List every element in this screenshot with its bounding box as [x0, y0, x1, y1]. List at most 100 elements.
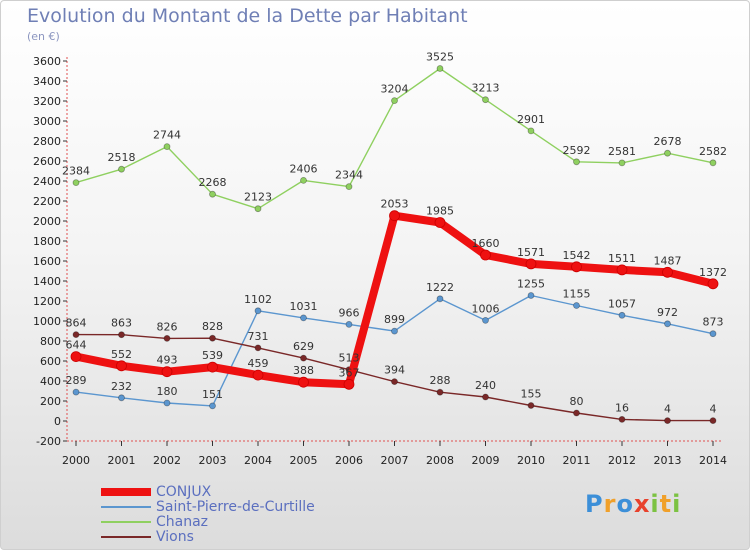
data-point: [72, 331, 80, 339]
x-tick-label: 2006: [335, 454, 363, 467]
data-point: [300, 176, 307, 184]
data-label: 155: [521, 388, 542, 401]
data-label: 16: [615, 401, 629, 414]
y-tick-label: 1400: [33, 275, 61, 288]
chart-subtitle: (en €): [27, 30, 60, 43]
data-label: 1985: [426, 205, 454, 218]
legend-item: Saint-Pierre-de-Curtille: [101, 500, 381, 515]
data-point: [434, 217, 446, 228]
data-label: 629: [293, 340, 314, 353]
y-tick-label: 1600: [33, 255, 61, 268]
data-point: [343, 378, 355, 390]
legend-swatch: [101, 521, 151, 523]
data-point: [482, 96, 489, 104]
data-point: [707, 278, 719, 290]
y-tick-label: 3200: [33, 95, 61, 108]
data-point: [709, 330, 717, 338]
x-tick-label: 2011: [563, 454, 591, 467]
data-point: [345, 320, 353, 328]
data-point: [72, 179, 80, 187]
data-label: 1102: [244, 293, 272, 306]
y-tick-label: 1200: [33, 295, 61, 308]
data-point: [482, 393, 489, 401]
data-label: 288: [430, 374, 451, 387]
data-label: 873: [703, 316, 724, 329]
data-label: 4: [664, 403, 671, 416]
data-point: [209, 190, 216, 198]
data-point: [300, 354, 307, 362]
data-label: 513: [339, 352, 360, 365]
data-point: [618, 311, 626, 319]
logo-letter: r: [603, 490, 617, 518]
x-tick-label: 2010: [517, 454, 545, 467]
data-point: [436, 388, 444, 396]
chart-title: Evolution du Montant de la Dette par Hab…: [27, 5, 468, 27]
data-label: 2744: [153, 129, 181, 142]
data-label: 1031: [290, 300, 318, 313]
y-tick-label: 2400: [33, 175, 61, 188]
data-point: [254, 344, 262, 352]
data-point: [163, 399, 171, 407]
data-label: 1372: [699, 266, 727, 279]
data-label: 394: [384, 364, 405, 377]
y-tick-label: -200: [36, 435, 61, 448]
data-label: 289: [66, 374, 87, 387]
data-point: [391, 97, 398, 104]
data-label: 552: [111, 348, 132, 361]
data-point: [252, 369, 264, 381]
data-label: 4: [710, 403, 717, 416]
data-point: [662, 266, 673, 278]
data-point: [300, 314, 307, 322]
data-label: 2901: [517, 113, 545, 126]
data-label: 864: [66, 317, 87, 330]
y-tick-label: 3000: [33, 115, 61, 128]
data-point: [482, 316, 489, 324]
data-point: [391, 378, 398, 386]
y-tick-label: 2800: [33, 135, 61, 148]
legend-swatch: [101, 506, 151, 508]
data-point: [163, 143, 171, 151]
data-point: [118, 331, 125, 339]
legend-swatch: [101, 488, 151, 496]
data-label: 1222: [426, 281, 454, 294]
data-label: 1487: [654, 254, 682, 267]
data-label: 2344: [335, 169, 363, 182]
x-tick-label: 2003: [199, 454, 227, 467]
data-label: 539: [202, 349, 223, 362]
data-label: 1660: [472, 237, 500, 250]
data-label: 966: [339, 306, 360, 319]
y-tick-label: 400: [40, 375, 61, 388]
data-label: 1571: [517, 246, 545, 259]
x-tick-label: 2002: [153, 454, 181, 467]
legend-label: CONJUX: [156, 484, 212, 500]
data-label: 367: [339, 366, 360, 379]
y-tick-label: 2200: [33, 195, 61, 208]
data-point: [436, 295, 444, 303]
data-label: 2053: [381, 198, 409, 211]
data-label: 459: [248, 357, 269, 370]
data-point: [571, 261, 582, 273]
data-point: [573, 409, 580, 417]
legend-label: Chanaz: [156, 514, 209, 530]
data-point: [480, 249, 491, 261]
x-tick-label: 2008: [426, 454, 454, 467]
x-tick-label: 2007: [381, 454, 409, 467]
data-point: [616, 264, 628, 276]
data-point: [161, 366, 173, 378]
y-tick-label: 2000: [33, 215, 61, 228]
x-tick-label: 2013: [654, 454, 682, 467]
data-label: 2678: [654, 135, 682, 148]
data-point: [209, 334, 216, 342]
logo-letter: i: [672, 490, 682, 518]
data-label: 2582: [699, 145, 727, 158]
x-tick-label: 2005: [290, 454, 318, 467]
data-label: 2268: [199, 176, 227, 189]
data-label: 644: [66, 339, 87, 352]
data-point: [163, 334, 171, 342]
data-point: [573, 302, 580, 309]
data-label: 1057: [608, 297, 636, 310]
data-label: 828: [202, 320, 223, 333]
data-label: 863: [111, 317, 132, 330]
